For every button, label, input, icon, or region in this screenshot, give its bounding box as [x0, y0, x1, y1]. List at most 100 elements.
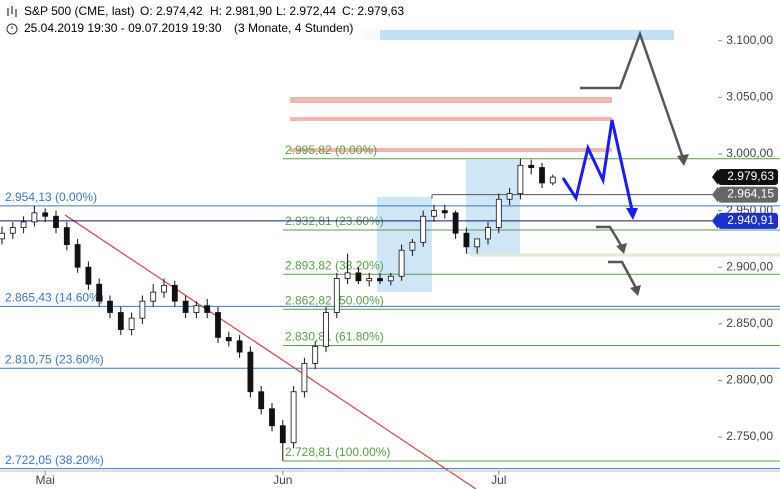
candle-body — [323, 312, 329, 347]
path — [608, 260, 638, 289]
price-tag-label: 2.979,63 — [727, 169, 774, 183]
trend-line — [64, 214, 477, 489]
zigzag — [580, 30, 685, 159]
candle-body — [431, 210, 437, 217]
y-tick-label: 2.850,00 — [726, 316, 773, 330]
subtitle-note: (3 Monate, 4 Stunden) — [234, 21, 353, 35]
candle-body — [269, 408, 275, 427]
candle-body — [193, 305, 200, 313]
candle-body — [420, 215, 427, 243]
price-tag-label: 2.940,91 — [727, 213, 774, 227]
arrow — [626, 208, 638, 220]
candle-body — [474, 238, 481, 248]
resistance — [290, 148, 612, 152]
candle-body — [107, 300, 113, 313]
fib-label: 2.810,75 (23.60%) — [5, 352, 104, 366]
candle-body — [377, 278, 383, 282]
candle-body — [495, 198, 502, 228]
candle-body — [247, 351, 254, 393]
subtitle: 25.04.2019 19:30 - 09.07.2019 19:30 — [24, 21, 222, 35]
projection — [561, 30, 689, 296]
price-tag — [718, 186, 778, 203]
candle-body — [333, 278, 340, 313]
arrow — [630, 285, 641, 296]
info: C: 2.979,63 — [342, 4, 404, 18]
candle-body — [344, 272, 351, 279]
arrow — [616, 243, 627, 254]
candle-body — [53, 215, 59, 228]
price-tag — [718, 212, 778, 229]
fib-label: 2.830,81 (61.80%) — [285, 330, 384, 344]
candle-body — [74, 244, 81, 268]
candle-body — [117, 312, 124, 330]
candle-body — [42, 212, 49, 217]
y-tick-label: 3.100,00 — [726, 33, 773, 47]
candle-body — [506, 193, 513, 200]
fib-label: 2.865,43 (14.60%) — [5, 291, 104, 305]
header-bg — [0, 0, 380, 40]
candle-body — [398, 249, 405, 277]
candle-body — [301, 363, 308, 393]
y-tick-label: 3.050,00 — [726, 90, 773, 104]
clock-icon — [6, 23, 18, 35]
arrow — [677, 154, 689, 166]
zigzag — [561, 119, 634, 211]
candles: Mai Jun Jul — [0, 158, 556, 487]
fib-label: 2.893,82 (38.20%) — [285, 258, 384, 272]
candle-body — [441, 210, 448, 214]
candle-body — [539, 167, 545, 184]
candle-body — [150, 291, 157, 302]
candle-body — [290, 391, 297, 444]
y-tick-label: 2.800,00 — [726, 373, 773, 387]
info: L: 2.972,44 — [276, 4, 336, 18]
chart-title: S&P 500 (CME, last) — [24, 4, 134, 18]
fib-label: 2.954,13 (0.00%) — [5, 190, 97, 204]
candle-body — [279, 425, 286, 444]
price-tag — [718, 169, 778, 186]
price-tag-pointer — [712, 169, 718, 186]
candle-body — [549, 176, 556, 184]
candle-body — [139, 300, 146, 319]
candle-body — [236, 340, 243, 353]
candle-body — [161, 284, 167, 293]
candle-body — [63, 227, 70, 245]
price-tag-pointer — [712, 212, 718, 229]
x-tick-label: Mai — [36, 473, 55, 487]
candle-body — [20, 221, 27, 228]
x-tick-label: Jun — [273, 473, 292, 487]
candle-body — [225, 336, 232, 342]
candle-body — [387, 275, 394, 282]
info: H: 2.981,90 — [210, 4, 272, 18]
candle-body — [204, 305, 211, 313]
candle-body — [9, 227, 16, 234]
resistance — [290, 117, 612, 121]
y-tick-label: 2.900,00 — [726, 259, 773, 273]
icon — [7, 6, 17, 17]
candle-body — [171, 284, 178, 302]
candle-body — [528, 164, 535, 168]
candle-body — [485, 227, 491, 240]
y-tick-label: 2.750,00 — [726, 429, 773, 443]
candle-body — [0, 232, 5, 240]
candle-body — [409, 241, 416, 251]
fib-label: 2.728,81 (100.00%) — [285, 445, 390, 459]
candle-body — [182, 300, 189, 313]
candle-body — [355, 272, 362, 282]
y-tick-label: 3.000,00 — [726, 146, 773, 160]
price-tag-pointer — [712, 186, 718, 203]
candle-body — [215, 312, 221, 338]
fib-label: 2.995,82 (0.00%) — [285, 143, 377, 157]
candle-body — [463, 232, 470, 248]
info: O: 2.974,42 — [140, 4, 203, 18]
fib-label: 2.722,05 (38.20%) — [5, 453, 104, 467]
zone — [377, 197, 432, 292]
candle-body — [312, 346, 319, 364]
path — [596, 225, 624, 248]
x-tick-label: Jul — [491, 473, 506, 487]
candle-body — [258, 391, 265, 410]
candle-body — [128, 317, 135, 330]
resistance — [290, 97, 612, 103]
zone — [362, 30, 674, 40]
candle-body — [366, 278, 373, 282]
